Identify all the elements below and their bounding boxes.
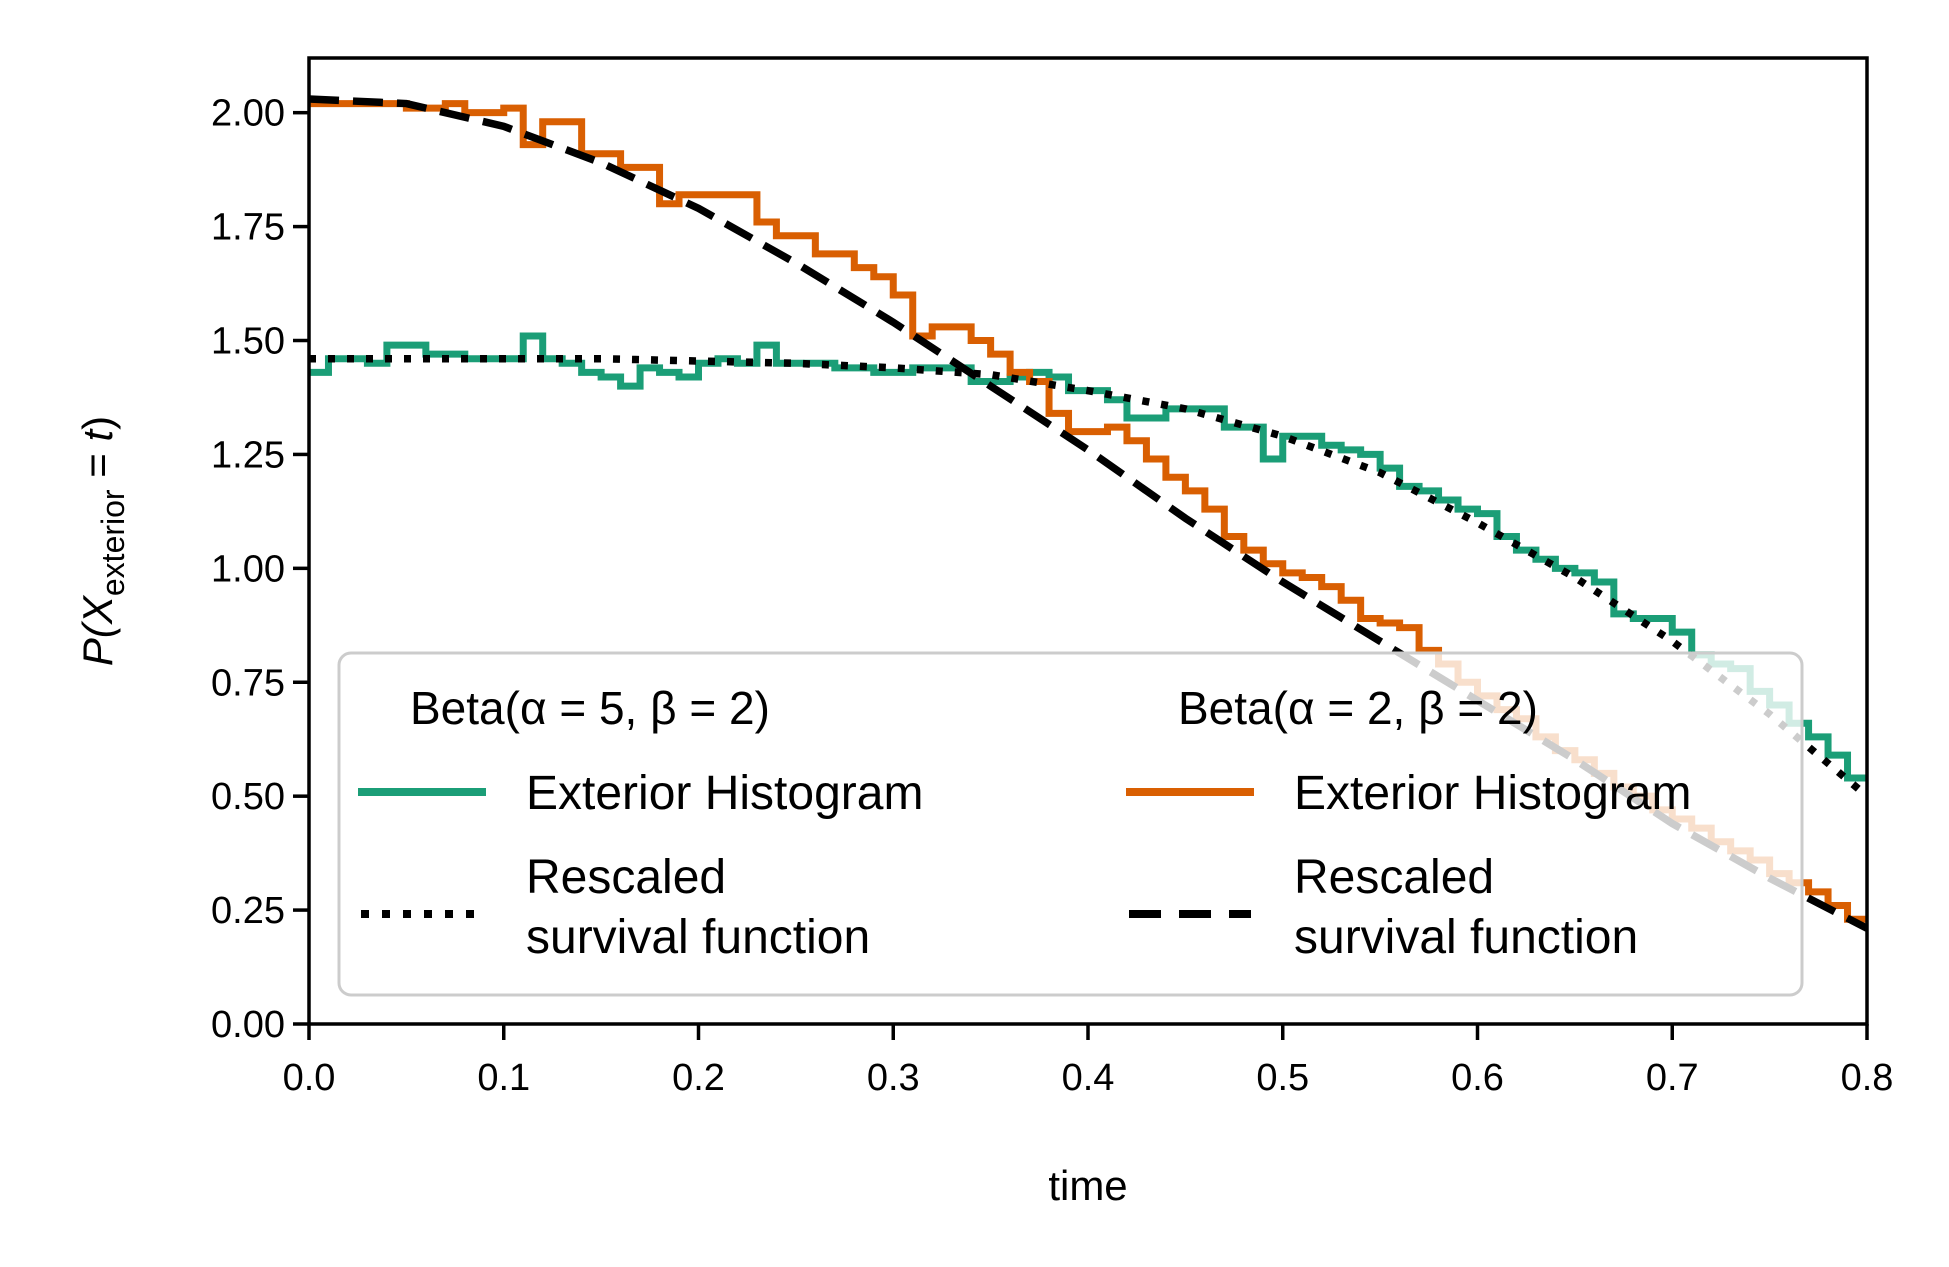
y-axis-label-equals: = bbox=[74, 442, 121, 490]
y-axis-label-close: ) bbox=[74, 416, 121, 430]
y-tick-label: 0.25 bbox=[211, 890, 285, 932]
y-axis-label-base: P(X bbox=[74, 594, 121, 666]
y-tick-label: 1.25 bbox=[211, 434, 285, 476]
legend: Beta(α = 5, β = 2) Exterior Histogram Re… bbox=[337, 651, 1804, 997]
x-tick-label: 0.2 bbox=[672, 1057, 725, 1099]
x-tick-label: 0.7 bbox=[1646, 1057, 1699, 1099]
y-tick-label: 0.00 bbox=[211, 1004, 285, 1046]
legend-label-survival-function: survival function bbox=[526, 911, 870, 964]
x-axis: 0.0 0.1 0.2 0.3 0.4 0.5 0.6 0.7 0.8 bbox=[283, 1024, 1894, 1099]
legend-title-beta52: Beta(α = 5, β = 2) bbox=[410, 682, 770, 734]
y-axis-label-variable: t bbox=[74, 428, 121, 442]
legend-label-exterior-histogram: Exterior Histogram bbox=[526, 767, 923, 820]
x-axis-label: time bbox=[1048, 1162, 1127, 1209]
y-tick-label: 0.50 bbox=[211, 776, 285, 818]
x-tick-label: 0.4 bbox=[1062, 1057, 1115, 1099]
survival-beta22-dashed-line bbox=[309, 95, 1867, 932]
y-axis: 0.00 0.25 0.50 0.75 1.00 1.25 1.50 1.75 2.00 bbox=[211, 93, 309, 1046]
x-tick-label: 0.6 bbox=[1451, 1057, 1504, 1099]
legend-label-rescaled-2: Rescaled bbox=[1294, 851, 1494, 904]
legend-title-beta22: Beta(α = 2, β = 2) bbox=[1178, 682, 1538, 734]
y-tick-label: 2.00 bbox=[211, 93, 285, 135]
x-tick-label: 0.3 bbox=[867, 1057, 920, 1099]
x-tick-label: 0.8 bbox=[1841, 1057, 1894, 1099]
legend-box bbox=[337, 651, 1804, 997]
x-tick-label: 0.1 bbox=[477, 1057, 530, 1099]
y-axis-label: P(Xexterior = t) bbox=[74, 416, 131, 666]
legend-label-rescaled: Rescaled bbox=[526, 851, 726, 904]
y-tick-label: 1.75 bbox=[211, 207, 285, 249]
y-tick-label: 0.75 bbox=[211, 662, 285, 704]
y-axis-label-subscript: exterior bbox=[95, 489, 131, 596]
survival-beta52-dotted-line bbox=[309, 354, 1867, 800]
legend-label-exterior-histogram-2: Exterior Histogram bbox=[1294, 767, 1691, 820]
legend-label-survival-function-2: survival function bbox=[1294, 911, 1638, 964]
x-tick-label: 0.0 bbox=[283, 1057, 336, 1099]
y-tick-label: 1.00 bbox=[211, 548, 285, 590]
y-tick-label: 1.50 bbox=[211, 321, 285, 363]
x-tick-label: 0.5 bbox=[1256, 1057, 1309, 1099]
